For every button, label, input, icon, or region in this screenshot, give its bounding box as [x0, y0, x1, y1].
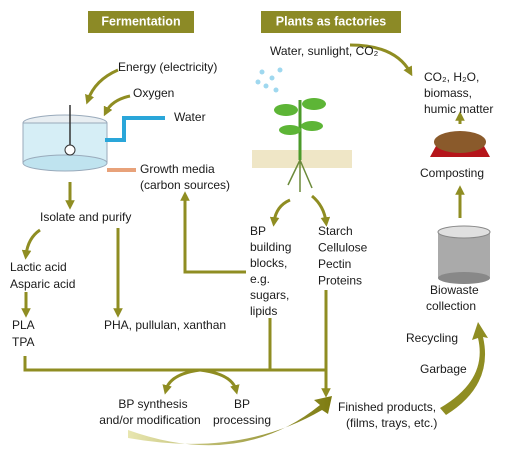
- diagram: Fermentation Plants as factories: [0, 0, 506, 457]
- label: e.g.: [250, 272, 270, 286]
- label: processing: [213, 413, 271, 427]
- label: Water: [174, 110, 206, 124]
- label: PLA: [12, 318, 35, 332]
- label: building: [250, 240, 291, 254]
- label: BP: [250, 224, 266, 238]
- label: Pectin: [318, 257, 351, 271]
- label: sugars,: [250, 288, 289, 302]
- label: Biowaste: [430, 283, 479, 297]
- label: CO₂, H₂O,: [424, 70, 479, 84]
- label: Growth media: [140, 162, 215, 176]
- label: PHA, pullulan, xanthan: [104, 318, 226, 332]
- label: and/or modification: [99, 413, 200, 427]
- label: Finished products,: [338, 400, 436, 414]
- label: blocks,: [250, 256, 287, 270]
- label: collection: [426, 299, 476, 313]
- label: lipids: [250, 304, 277, 318]
- label: Energy (electricity): [118, 60, 217, 74]
- label: Lactic acid: [10, 260, 67, 274]
- label: (films, trays, etc.): [346, 416, 437, 430]
- label: Recycling: [406, 331, 458, 345]
- label: biomass,: [424, 86, 472, 100]
- label: Oxygen: [133, 86, 174, 100]
- plant-icon: [252, 68, 352, 193]
- label: Isolate and purify: [40, 210, 131, 224]
- header-plants: Plants as factories: [276, 14, 387, 28]
- bin-icon: [438, 226, 490, 284]
- label: humic matter: [424, 102, 493, 116]
- label: Starch: [318, 224, 353, 238]
- label: Composting: [420, 166, 484, 180]
- label: BP synthesis: [118, 397, 187, 411]
- header-fermentation: Fermentation: [101, 14, 180, 28]
- label: BP: [234, 397, 250, 411]
- compost-icon: [430, 131, 490, 157]
- label: Asparic acid: [10, 277, 75, 291]
- label: Proteins: [318, 274, 362, 288]
- label: Water, sunlight, CO₂: [270, 44, 379, 58]
- label: (carbon sources): [140, 178, 230, 192]
- fermenter-icon: [23, 105, 165, 171]
- label: Garbage: [420, 362, 467, 376]
- label: TPA: [12, 335, 34, 349]
- label: Cellulose: [318, 241, 368, 255]
